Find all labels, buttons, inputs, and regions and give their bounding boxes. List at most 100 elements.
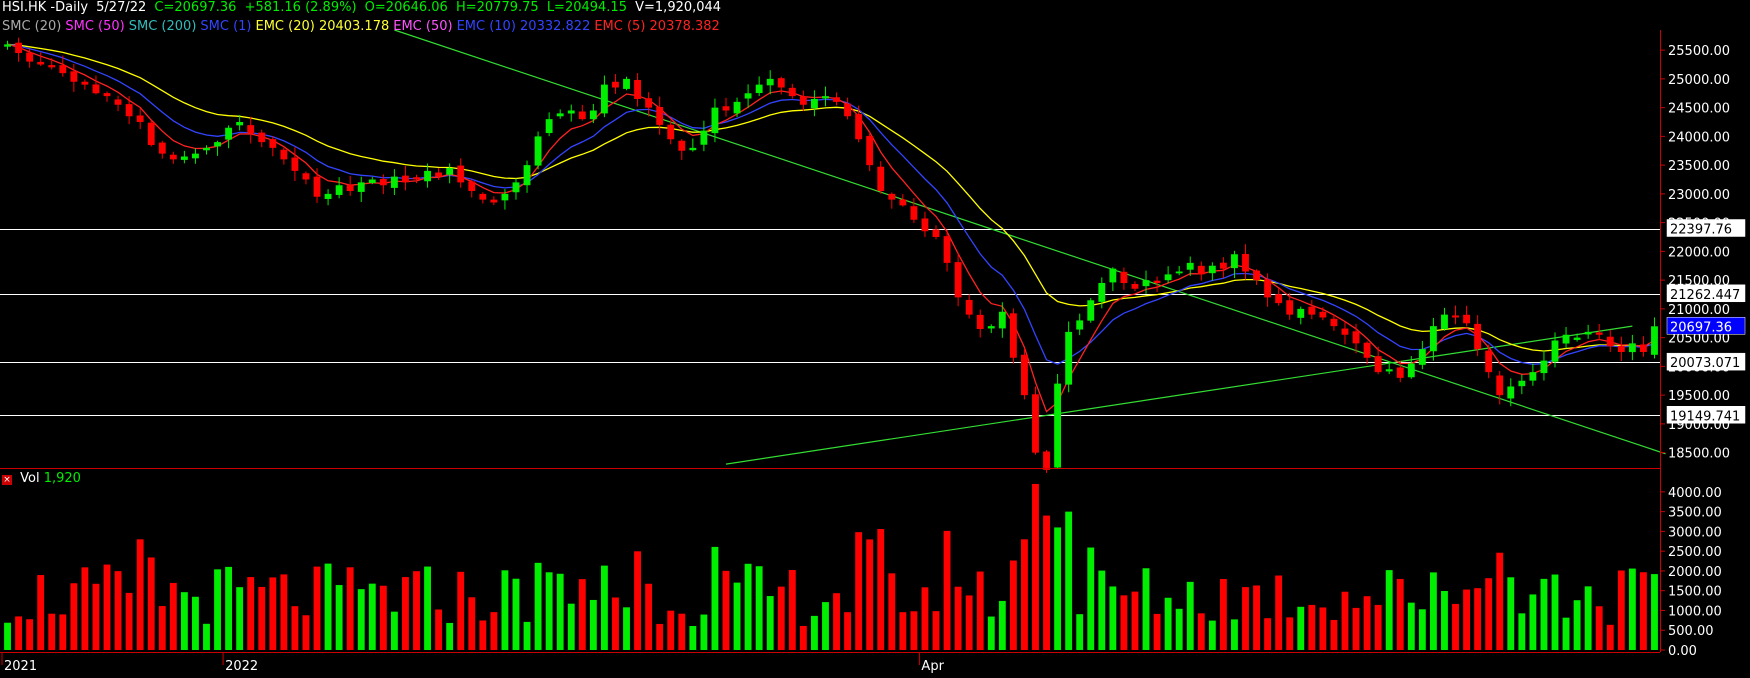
candle-body xyxy=(1076,320,1084,330)
price-tick-label: 22000.00 xyxy=(1668,245,1730,260)
price-tick-label: 19500.00 xyxy=(1668,389,1730,404)
volume-bar xyxy=(1628,568,1636,650)
volume-bar xyxy=(744,563,752,650)
ema5-line xyxy=(7,43,1655,413)
price-tick-label: 23500.00 xyxy=(1668,159,1730,174)
volume-bar xyxy=(269,577,277,650)
candle-body xyxy=(1452,315,1459,318)
volume-bar xyxy=(578,579,586,650)
volume-bar xyxy=(1109,586,1117,650)
volume-bar xyxy=(81,567,89,650)
volume-bar xyxy=(667,610,675,650)
candle-body xyxy=(92,84,100,94)
volume-bar xyxy=(1076,614,1084,650)
indicator-label: EMC (5) 20378.382 xyxy=(594,19,720,34)
volume-bar xyxy=(125,592,133,650)
indicator-label: EMC (10) 20332.822 xyxy=(456,19,591,34)
candle-body xyxy=(59,65,67,74)
volume-bar xyxy=(1231,619,1238,650)
volume-bar xyxy=(810,615,818,650)
candle-body xyxy=(114,99,122,105)
volume-bar xyxy=(545,572,553,650)
candle-body xyxy=(744,93,752,99)
volume-bar xyxy=(1429,572,1437,650)
candle-body xyxy=(645,98,653,108)
volume-tick-label: 1000.00 xyxy=(1668,604,1722,619)
volume-bar xyxy=(1407,602,1415,650)
volume-bar xyxy=(1054,527,1062,650)
date-label: 2022 xyxy=(225,659,258,674)
candle-body xyxy=(479,193,487,200)
candle-body xyxy=(612,81,619,88)
volume-bar xyxy=(1175,608,1183,650)
volume-bar xyxy=(921,587,929,650)
volume-bar xyxy=(247,577,255,650)
candle-body xyxy=(324,193,332,199)
close-icon[interactable]: × xyxy=(2,475,12,485)
candle-body xyxy=(457,165,465,183)
candle-body xyxy=(589,110,597,120)
candle-body xyxy=(777,78,785,88)
volume-bar xyxy=(1087,547,1095,650)
volume-bar xyxy=(943,530,951,650)
price-tick-label: 23000.00 xyxy=(1668,188,1730,203)
indicator-legend: SMC (20) SMC (50) SMC (200) SMC (1) EMC (20)… xyxy=(2,19,724,34)
candle-body xyxy=(81,81,89,85)
volume-bar xyxy=(1264,618,1272,650)
candle-body xyxy=(822,96,829,99)
volume-bar xyxy=(634,551,641,650)
candle-body xyxy=(1485,350,1493,373)
open-value: O=20646.06 xyxy=(364,0,448,15)
candle-body xyxy=(755,84,763,94)
volume-bar xyxy=(457,571,465,650)
price-tick-label: 21000.00 xyxy=(1668,303,1730,318)
volume-bar xyxy=(1396,578,1404,650)
last-price-label-box xyxy=(1666,317,1746,335)
candle-body xyxy=(1186,262,1194,270)
volume-bar xyxy=(822,602,829,650)
volume-bar xyxy=(468,597,476,650)
volume-bar xyxy=(512,578,520,650)
volume-label: Vol xyxy=(20,471,40,486)
candle-body xyxy=(1208,265,1216,274)
volume-bar xyxy=(954,586,962,650)
candle-body xyxy=(379,179,387,186)
volume-bar xyxy=(1584,586,1592,650)
volume-bar xyxy=(523,621,531,650)
price-tick-label: 20500.00 xyxy=(1668,332,1730,347)
candle-body xyxy=(921,218,929,232)
low-value: L=20494.15 xyxy=(546,0,627,15)
candle-body xyxy=(1441,314,1448,329)
candle-body xyxy=(689,147,697,151)
volume-bar xyxy=(501,570,509,650)
volume-panel xyxy=(4,483,1658,650)
volume-bar xyxy=(4,622,11,650)
date-label: Apr xyxy=(921,659,944,674)
volume-bar xyxy=(1120,595,1128,650)
volume-bar xyxy=(1474,588,1482,650)
trendline-support xyxy=(725,325,1633,465)
volume-bar xyxy=(1617,570,1625,650)
candle-body xyxy=(280,149,288,160)
ema20-line xyxy=(7,43,1655,352)
volume-bar xyxy=(1186,581,1194,650)
candle-body xyxy=(578,111,586,120)
candle-body xyxy=(302,173,310,180)
volume-bar xyxy=(722,570,730,650)
volume-bar xyxy=(280,574,288,650)
candle-body xyxy=(910,206,918,220)
trendline-resistance xyxy=(394,29,1666,455)
volume-bar xyxy=(1330,619,1338,650)
candle-body xyxy=(1120,271,1128,283)
volume-bar xyxy=(48,613,56,650)
volume-bar xyxy=(92,583,100,650)
candle-body xyxy=(888,193,896,200)
candle-body xyxy=(1330,318,1338,327)
indicator-label: SMC (200) xyxy=(128,19,197,34)
volume-bar xyxy=(1275,575,1283,650)
candle-body xyxy=(446,168,454,175)
candle-body xyxy=(512,182,520,193)
volume-bar xyxy=(1219,579,1227,650)
volume-bar xyxy=(976,571,984,650)
volume-bar xyxy=(15,616,23,650)
